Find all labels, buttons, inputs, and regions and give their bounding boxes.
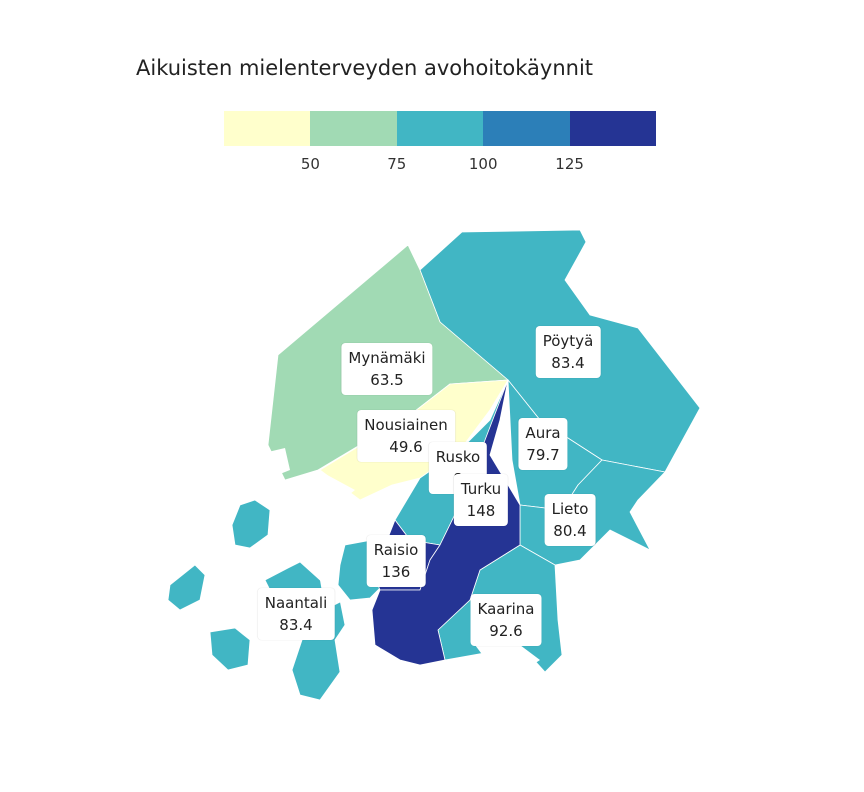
label-turku-name: Turku xyxy=(460,480,502,498)
label-aura-value: 79.7 xyxy=(526,446,560,464)
label-turku-value: 148 xyxy=(466,502,496,520)
legend-tick-125: 125 xyxy=(555,155,584,173)
label-raisio-name: Raisio xyxy=(373,541,419,559)
label-turku: Turku 148 xyxy=(453,474,509,526)
legend-swatch-2 xyxy=(310,111,397,146)
legend-swatch-4 xyxy=(483,111,570,146)
label-lieto-name: Lieto xyxy=(551,500,589,518)
label-naantali-name: Naantali xyxy=(264,594,328,612)
label-poytya-name: Pöytyä xyxy=(542,332,594,350)
label-poytya: Pöytyä 83.4 xyxy=(535,326,601,378)
label-nousiainen: Nousiainen 49.6 xyxy=(357,410,455,462)
label-aura-name: Aura xyxy=(525,424,561,442)
label-lieto: Lieto 80.4 xyxy=(544,494,596,546)
legend-swatch-1 xyxy=(224,111,311,146)
legend-tick-75: 75 xyxy=(387,155,407,173)
label-kaarina: Kaarina 92.6 xyxy=(470,594,542,646)
naantali-island-north[interactable] xyxy=(231,499,271,549)
label-nousiainen-value: 49.6 xyxy=(389,438,423,456)
label-aura: Aura 79.7 xyxy=(518,418,568,470)
label-mynamaki: Mynämäki 63.5 xyxy=(341,343,433,395)
label-kaarina-value: 92.6 xyxy=(489,622,523,640)
label-naantali: Naantali 83.4 xyxy=(257,588,335,640)
legend-swatch-5 xyxy=(569,111,656,146)
label-mynamaki-value: 63.5 xyxy=(370,371,404,389)
label-nousiainen-name: Nousiainen xyxy=(364,416,448,434)
naantali-island-west[interactable] xyxy=(167,564,206,611)
label-raisio: Raisio 136 xyxy=(366,535,426,587)
label-raisio-value: 136 xyxy=(381,563,411,581)
label-rusko-name: Rusko xyxy=(435,448,481,466)
label-poytya-value: 83.4 xyxy=(551,354,585,372)
label-kaarina-name: Kaarina xyxy=(477,600,535,618)
color-legend: 50 75 100 125 xyxy=(224,111,656,181)
legend-swatch-3 xyxy=(396,111,484,146)
label-mynamaki-name: Mynämäki xyxy=(348,349,426,367)
naantali-island-south[interactable] xyxy=(209,627,251,671)
legend-tick-50: 50 xyxy=(300,155,320,173)
label-naantali-value: 83.4 xyxy=(279,616,313,634)
legend-tick-100: 100 xyxy=(468,155,498,173)
label-lieto-value: 80.4 xyxy=(553,522,587,540)
water-area xyxy=(268,448,540,670)
map-title: Aikuisten mielenterveyden avohoitokäynni… xyxy=(136,56,594,80)
